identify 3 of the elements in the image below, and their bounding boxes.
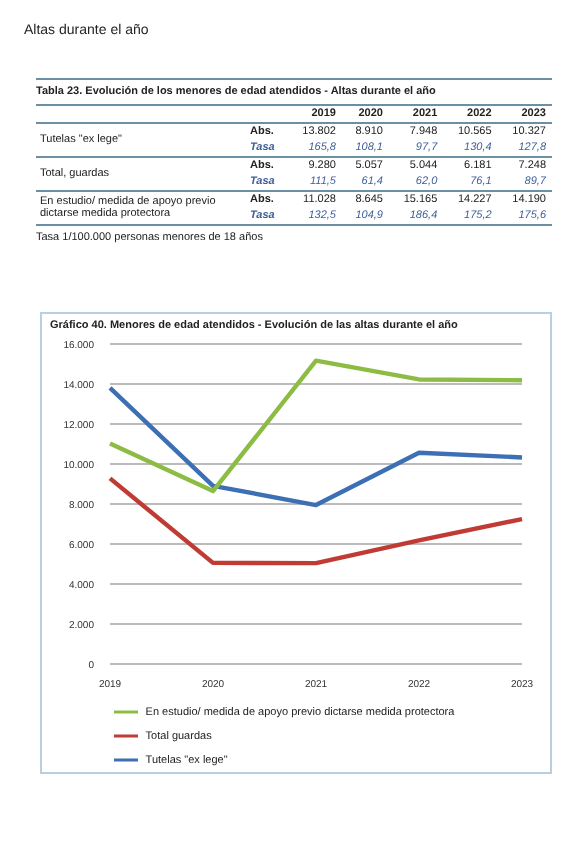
line-series (107, 358, 525, 494)
line-series (107, 385, 525, 508)
line-series (107, 476, 525, 566)
